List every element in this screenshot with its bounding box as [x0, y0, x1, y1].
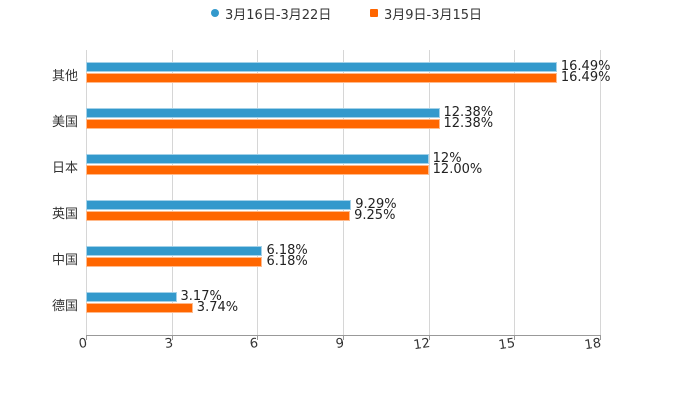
- gridline: [600, 50, 601, 335]
- gridline: [429, 50, 430, 335]
- series-1-circle-icon: [211, 9, 219, 17]
- axis-tick: [86, 335, 87, 340]
- bar-series-1[interactable]: [86, 62, 557, 72]
- bar-series-1[interactable]: [86, 154, 429, 164]
- axis-tick: [514, 335, 515, 340]
- x-axis-tick-label: 15: [497, 336, 517, 354]
- gridline: [86, 50, 87, 335]
- bar-value-label: 16.49%: [560, 59, 611, 74]
- gridline: [257, 50, 258, 335]
- legend-item-series-1[interactable]: 3月16日-3月22日: [211, 4, 332, 23]
- bar-series-2[interactable]: [86, 73, 557, 83]
- bar-series-2[interactable]: [86, 119, 440, 129]
- x-axis-tick-label: 18: [583, 336, 603, 354]
- bar-value-label: 6.18%: [266, 243, 308, 258]
- x-axis-tick-label: 9: [334, 336, 346, 353]
- y-axis-category-label: 其他: [51, 69, 78, 84]
- bar-value-label: 3.74%: [196, 300, 239, 315]
- bar-value-label: 6.18%: [266, 254, 308, 269]
- axis-tick: [257, 335, 258, 340]
- y-axis-category-label: 英国: [51, 207, 78, 222]
- bar-series-2[interactable]: [86, 257, 263, 267]
- bar-value-label: 12%: [432, 151, 462, 166]
- gridline: [343, 50, 344, 335]
- bar-value-label: 9.29%: [355, 197, 397, 212]
- bar-series-1[interactable]: [86, 108, 440, 118]
- axis-tick: [600, 335, 601, 340]
- gridline: [514, 50, 515, 335]
- bar-value-label: 12.38%: [443, 105, 494, 120]
- bar-series-2[interactable]: [86, 165, 429, 175]
- legend-label-series-1: 3月16日-3月22日: [225, 7, 332, 23]
- y-axis-category-label: 美国: [51, 115, 78, 130]
- axis-tick: [172, 335, 173, 340]
- y-axis-category-label: 日本: [51, 161, 78, 176]
- series-2-square-icon: [370, 9, 378, 17]
- y-axis-category-label: 德国: [51, 299, 78, 314]
- x-axis-line: [86, 335, 600, 336]
- y-axis-category-label: 中国: [51, 253, 78, 268]
- chart-legend: 3月16日-3月22日 3月9日-3月15日: [0, 4, 700, 23]
- axis-tick: [429, 335, 430, 340]
- bar-value-label: 12.38%: [443, 116, 494, 131]
- bar-value-label: 12.00%: [432, 162, 483, 177]
- legend-item-series-2[interactable]: 3月9日-3月15日: [370, 4, 483, 23]
- bar-value-label: 3.17%: [180, 289, 222, 304]
- x-axis-tick-label: 3: [163, 336, 175, 353]
- bar-series-1[interactable]: [86, 246, 263, 256]
- x-axis-tick-label: 0: [77, 336, 89, 353]
- gridline: [172, 50, 173, 335]
- axis-tick: [343, 335, 344, 340]
- bar-series-1[interactable]: [86, 292, 177, 302]
- bar-series-2[interactable]: [86, 303, 193, 313]
- x-axis-tick-label: 12: [412, 336, 432, 354]
- x-axis-tick-label: 6: [248, 336, 260, 353]
- bar-value-label: 16.49%: [560, 70, 611, 85]
- bar-series-2[interactable]: [86, 211, 351, 221]
- legend-label-series-2: 3月9日-3月15日: [384, 7, 483, 23]
- bar-series-1[interactable]: [86, 200, 352, 210]
- bar-value-label: 9.25%: [354, 208, 396, 223]
